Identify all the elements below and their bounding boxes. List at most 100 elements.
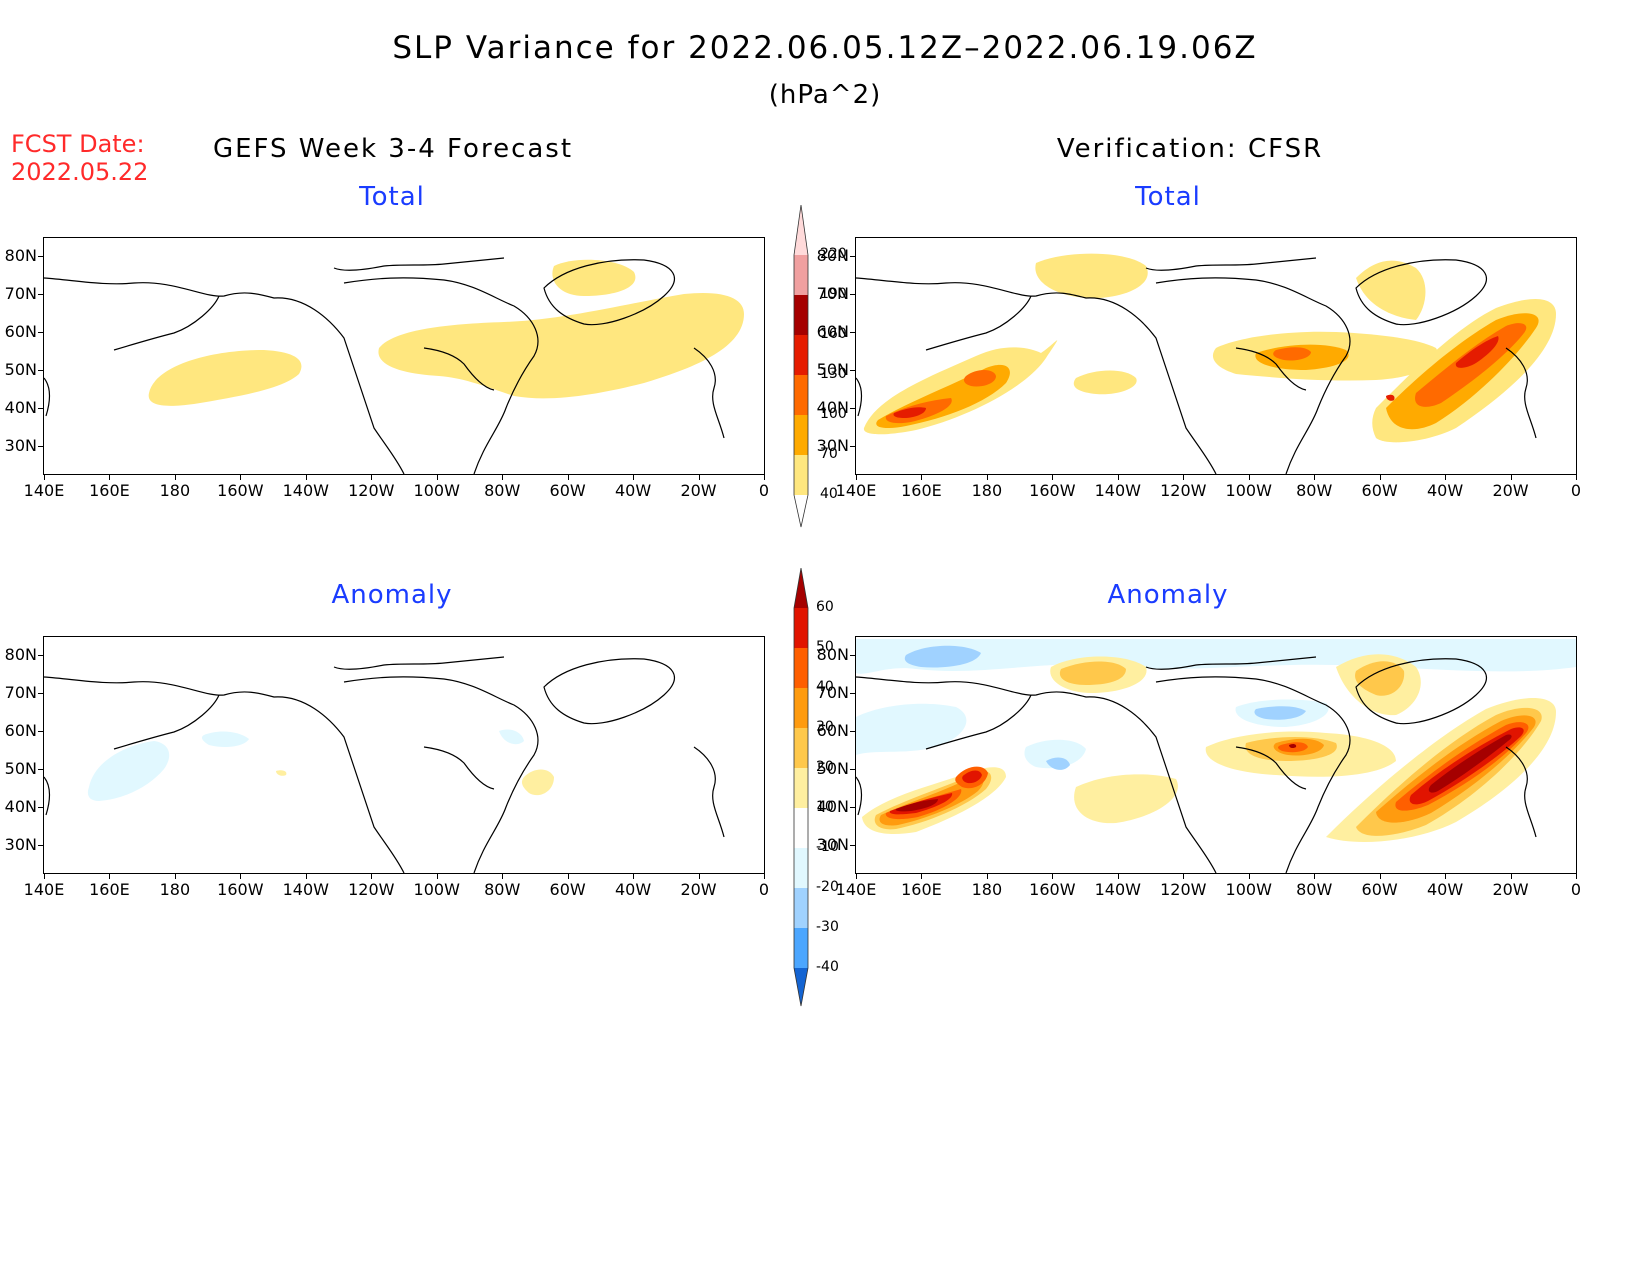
lon-tick-label: 140E — [23, 481, 65, 500]
lon-tick-mark — [44, 874, 45, 879]
lon-tick-mark — [764, 874, 765, 879]
lon-tick-label: 80W — [1296, 880, 1333, 899]
lon-tick-mark — [1445, 475, 1447, 480]
units-label: (hPa^2) — [768, 80, 882, 110]
lat-tick-mark — [38, 256, 43, 257]
lon-tick-mark — [921, 874, 923, 879]
lon-tick-mark — [1510, 475, 1512, 480]
lon-tick-label: 180 — [971, 481, 1003, 500]
lon-tick-label: 100W — [1225, 880, 1272, 899]
colorbar-total-swatch — [794, 415, 808, 455]
verification-column-heading: Verification: CFSR — [1056, 134, 1324, 164]
lon-tick-label: 0 — [758, 481, 770, 500]
lon-tick-label: 0 — [1570, 880, 1582, 899]
lon-tick-label: 120W — [1160, 481, 1207, 500]
lon-tick-label: 120W — [1160, 880, 1207, 899]
colorbar-anomaly-swatch — [794, 888, 808, 928]
lat-tick-mark — [850, 332, 855, 333]
lon-tick-mark — [305, 475, 307, 480]
lon-tick-label: 160W — [1029, 880, 1076, 899]
colorbar-total-swatch — [794, 335, 808, 375]
lon-tick-mark — [1248, 874, 1250, 879]
lon-tick-mark — [502, 475, 504, 480]
lon-tick-label: 100W — [1225, 481, 1272, 500]
lat-tick-mark — [850, 446, 855, 447]
lon-tick-mark — [856, 475, 857, 480]
lon-tick-label: 140E — [835, 481, 877, 500]
colorbar-total-swatch — [794, 255, 808, 295]
lat-tick-mark — [850, 655, 855, 656]
lon-tick-label: 140W — [282, 481, 329, 500]
lon-tick-mark — [371, 874, 373, 879]
lon-tick-mark — [1183, 874, 1185, 879]
lon-tick-label: 40W — [614, 880, 652, 899]
colorbar-total-top-triangle — [794, 205, 808, 255]
lon-tick-label: 40W — [1426, 880, 1464, 899]
lon-tick-mark — [764, 475, 765, 480]
colorbar-anomaly-label: -30 — [816, 919, 839, 935]
map-verification-total — [855, 237, 1577, 475]
verification-total-field — [856, 253, 1556, 474]
lon-tick-label: 180 — [159, 880, 191, 899]
lon-tick-mark — [371, 475, 373, 480]
lat-tick-label: 50N — [816, 759, 849, 778]
colorbar-total-bottom-triangle — [794, 495, 808, 527]
lon-tick-mark — [174, 874, 176, 879]
lon-tick-mark — [1052, 475, 1054, 480]
lon-tick-mark — [921, 475, 923, 480]
colorbar-anomaly-bottom-triangle — [794, 968, 808, 1006]
lon-tick-label: 140W — [282, 880, 329, 899]
lon-tick-label: 80W — [1296, 481, 1333, 500]
fcst-date-value: 2022.05.22 — [11, 158, 149, 186]
lat-tick-mark — [38, 370, 43, 371]
lon-tick-mark — [1314, 874, 1316, 879]
colorbar-total-outline — [793, 205, 809, 528]
lat-tick-label: 30N — [4, 835, 37, 854]
forecast-total-field — [44, 257, 744, 474]
colorbar-anomaly-label: 20 — [816, 759, 834, 775]
forecast-column-heading: GEFS Week 3-4 Forecast — [212, 134, 574, 164]
lon-tick-mark — [1248, 475, 1250, 480]
colorbar-total-label: 100 — [820, 406, 847, 422]
lat-tick-label: 80N — [4, 645, 37, 664]
lon-tick-mark — [436, 874, 438, 879]
lon-tick-label: 140E — [835, 880, 877, 899]
lon-tick-label: 180 — [971, 880, 1003, 899]
lat-tick-label: 50N — [816, 360, 849, 379]
lon-tick-label: 140W — [1094, 880, 1141, 899]
lon-tick-label: 140E — [23, 880, 65, 899]
colorbar-anomaly-label: -10 — [816, 839, 839, 855]
lon-tick-mark — [567, 475, 569, 480]
lat-tick-label: 40N — [4, 797, 37, 816]
lon-tick-label: 40W — [614, 481, 652, 500]
lat-tick-label: 40N — [816, 398, 849, 417]
lat-tick-mark — [850, 769, 855, 770]
lon-tick-mark — [240, 475, 242, 480]
lat-tick-mark — [38, 294, 43, 295]
colorbar-anomaly — [793, 568, 809, 1007]
lat-tick-mark — [850, 845, 855, 846]
colorbar-anomaly-label: -20 — [816, 879, 839, 895]
lon-tick-mark — [240, 874, 242, 879]
colorbar-total-swatch — [794, 375, 808, 415]
panel-title-verification-total: Total — [1135, 182, 1201, 212]
lon-tick-label: 160E — [901, 481, 942, 500]
colorbar-anomaly-label: 60 — [816, 599, 834, 615]
lon-tick-label: 80W — [484, 481, 521, 500]
main-title: SLP Variance for 2022.06.05.12Z–2022.06.… — [392, 30, 1258, 66]
lat-tick-mark — [850, 256, 855, 257]
lat-tick-mark — [850, 408, 855, 409]
colorbar-anomaly-label: 40 — [816, 679, 834, 695]
lat-tick-label: 60N — [816, 322, 849, 341]
lon-tick-mark — [1510, 874, 1512, 879]
lon-tick-label: 120W — [348, 880, 395, 899]
lon-tick-label: 100W — [413, 880, 460, 899]
lon-tick-mark — [1576, 874, 1577, 879]
lon-tick-label: 160W — [1029, 481, 1076, 500]
fcst-date-label: FCST Date: — [11, 130, 145, 158]
lon-tick-mark — [1117, 874, 1119, 879]
lon-tick-label: 160W — [217, 880, 264, 899]
lon-tick-label: 20W — [1492, 481, 1529, 500]
lon-tick-mark — [856, 874, 857, 879]
lon-tick-label: 20W — [680, 880, 717, 899]
